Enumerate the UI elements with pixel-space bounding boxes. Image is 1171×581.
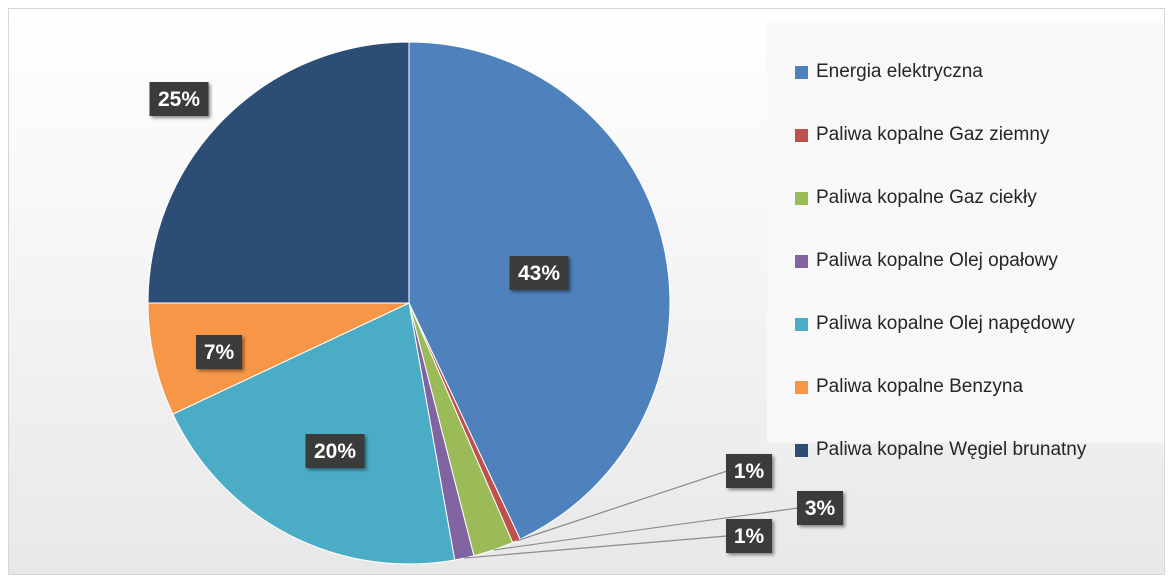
- data-label-box: [797, 491, 843, 525]
- legend-swatch: [795, 380, 808, 394]
- legend-item-paliwa-kopalne-wegiel-brunatny: Paliwa kopalne Węgiel brunatny: [795, 439, 1086, 461]
- data-label-box: [726, 519, 772, 553]
- legend-item-paliwa-kopalne-benzyna: Paliwa kopalne Benzyna: [795, 376, 1023, 398]
- data-label-box: [509, 256, 569, 290]
- legend-label: Paliwa kopalne Gaz ciekły: [816, 187, 1037, 208]
- legend-swatch: [795, 443, 808, 457]
- data-label-text: 1%: [734, 460, 765, 483]
- data-label-paliwa-kopalne-wegiel-brunatny: 25%: [149, 82, 209, 116]
- legend-swatch: [795, 254, 808, 268]
- pie-slice-energia-elektryczna: [408, 41, 671, 540]
- data-label-text: 7%: [204, 341, 235, 364]
- legend-label: Energia elektryczna: [816, 61, 983, 82]
- data-label-energia-elektryczna: 43%: [509, 256, 569, 290]
- pie-slice-paliwa-kopalne-wegiel-brunatny: [147, 41, 410, 304]
- legend-item-paliwa-kopalne-olej-opalowy: Paliwa kopalne Olej opałowy: [795, 250, 1058, 272]
- data-label-paliwa-kopalne-olej-napedowy: 20%: [305, 434, 365, 468]
- legend-label: Paliwa kopalne Węgiel brunatny: [816, 439, 1087, 460]
- legend-swatch: [795, 191, 808, 205]
- pie-slice-paliwa-kopalne-olej-napedowy: [172, 302, 456, 565]
- data-label-text: 1%: [734, 525, 765, 548]
- legend-item-paliwa-kopalne-gaz-ziemny: Paliwa kopalne Gaz ziemny: [795, 124, 1049, 146]
- data-label-paliwa-kopalne-benzyna: 7%: [196, 335, 242, 369]
- legend-item-paliwa-kopalne-olej-napedowy: Paliwa kopalne Olej napędowy: [795, 313, 1075, 335]
- data-label-paliwa-kopalne-olej-opalowy: 1%: [726, 519, 772, 553]
- data-label-text: 20%: [314, 440, 356, 463]
- legend-label: Paliwa kopalne Benzyna: [816, 376, 1024, 397]
- legend-label: Paliwa kopalne Olej opałowy: [816, 250, 1058, 271]
- legend-item-energia-elektryczna: Energia elektryczna: [795, 61, 983, 83]
- pie-chart: 43% 1% 3% 1% 20% 7% 25%: [147, 41, 843, 565]
- legend-swatch: [795, 128, 808, 142]
- legend: Energia elektryczna Paliwa kopalne Gaz zi…: [767, 23, 1164, 460]
- chart-area: 43% 1% 3% 1% 20% 7% 25% Energia elektryczna Pal…: [8, 8, 1165, 575]
- legend-swatch: [795, 65, 808, 79]
- data-label-text: 3%: [805, 497, 836, 520]
- data-label-paliwa-kopalne-gaz-ziemny: 1%: [726, 454, 772, 488]
- pie-slice-paliwa-kopalne-benzyna: [147, 302, 410, 415]
- data-label-text: 43%: [518, 262, 560, 285]
- data-label-box: [149, 82, 209, 116]
- data-label-paliwa-kopalne-gaz-ciekly: 3%: [797, 491, 843, 525]
- legend-label: Paliwa kopalne Gaz ziemny: [816, 124, 1050, 145]
- data-label-text: 25%: [158, 88, 200, 111]
- data-label-box: [726, 454, 772, 488]
- data-label-box: [196, 335, 242, 369]
- legend-item-paliwa-kopalne-gaz-ciekly: Paliwa kopalne Gaz ciekły: [795, 187, 1037, 209]
- legend-label: Paliwa kopalne Olej napędowy: [816, 313, 1075, 334]
- legend-swatch: [795, 317, 808, 331]
- data-label-box: [305, 434, 365, 468]
